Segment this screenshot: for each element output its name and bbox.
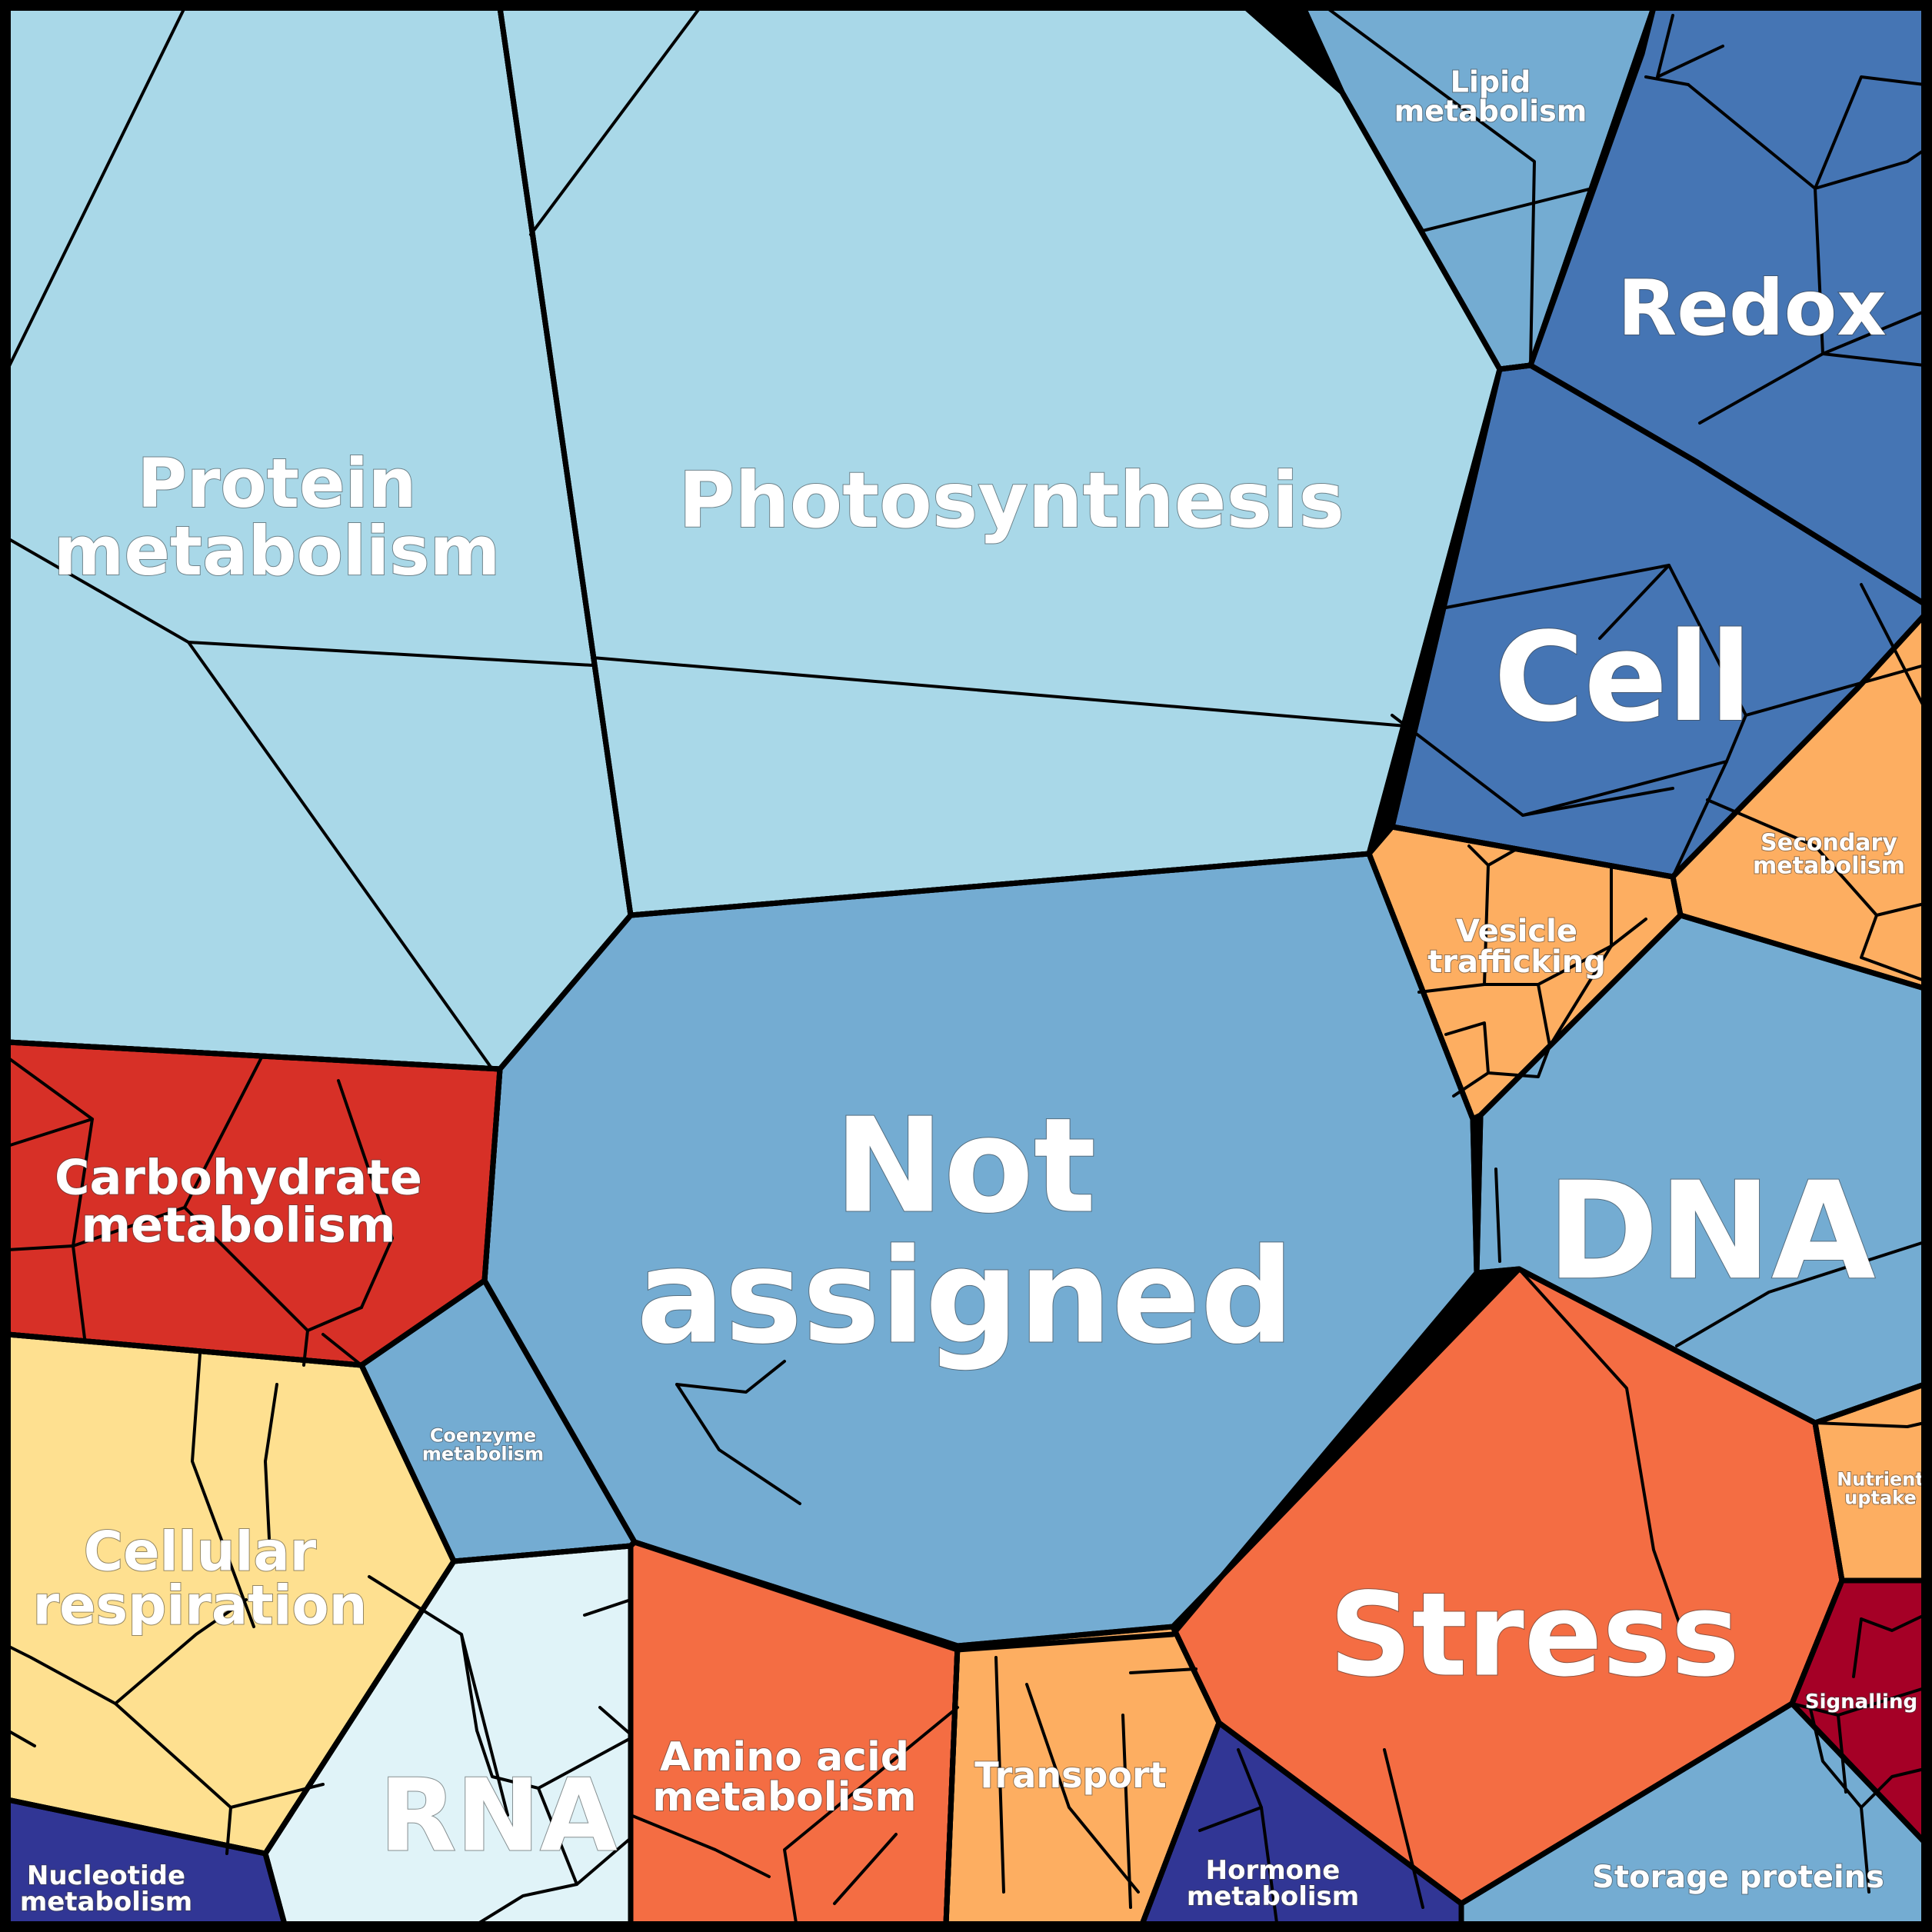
subcategory-border xyxy=(1452,1071,1490,1098)
subcategory-border xyxy=(1860,914,1926,982)
label-carbohydrate: Carbohydrate metabolism xyxy=(55,1150,422,1254)
label-redox: Redox xyxy=(1617,263,1887,353)
subcategory-border xyxy=(675,1360,786,1394)
subcategory-border xyxy=(1598,564,1671,640)
subcategory-border xyxy=(783,1706,959,1924)
label-vesicle: Vesicle trafficking xyxy=(1427,914,1606,980)
subcategory-border xyxy=(598,1706,632,1736)
subcategory-border xyxy=(72,1244,86,1340)
subcategory-border xyxy=(529,6,701,236)
subcategory-border xyxy=(337,1079,394,1309)
label-transport: Transport xyxy=(974,1754,1166,1796)
subcategory-border xyxy=(629,1814,771,1878)
subcategory-border xyxy=(675,1383,801,1505)
subcategory-border xyxy=(6,1729,36,1747)
label-amino-acid: Amino acid metabolism xyxy=(652,1734,916,1820)
label-lipid: Lipid metabolism xyxy=(1394,65,1587,128)
subcategory-border xyxy=(1237,1748,1263,1809)
subcategory-border xyxy=(1494,1168,1501,1263)
subcategory-border xyxy=(475,1729,632,1790)
subcategory-border xyxy=(187,641,494,1071)
subcategory-border xyxy=(1675,1241,1926,1347)
label-signalling: Signalling xyxy=(1805,1690,1917,1714)
subcategory-border xyxy=(1483,918,1647,986)
subcategory-border xyxy=(1444,983,1551,1078)
subcategory-border xyxy=(1517,1267,1682,1628)
label-coenzyme: Coenzyme metabolism xyxy=(422,1424,544,1464)
subcategory-border xyxy=(1814,1421,1926,1428)
label-stress: Stress xyxy=(1329,1569,1740,1703)
subcategory-border xyxy=(1656,14,1724,78)
subcategory-border xyxy=(1852,1617,1863,1678)
label-nutrient: Nutrient uptake xyxy=(1837,1468,1924,1508)
label-photosynthesis: Photosynthesis xyxy=(678,455,1344,545)
subcategory-border xyxy=(1444,564,1926,717)
label-rna: RNA xyxy=(379,1757,618,1874)
subcategory-border xyxy=(583,1598,632,1617)
subcategory-border xyxy=(1698,310,1926,425)
subcategory-border xyxy=(1383,1748,1424,1909)
category-labels: Protein metabolism Photosynthesis Lipid meta… xyxy=(19,64,1925,1918)
subcategory-border xyxy=(591,656,1417,728)
subcategory-border xyxy=(321,1333,363,1367)
label-nucleotide: Nucleotide metabolism xyxy=(20,1860,192,1917)
subcategory-border xyxy=(460,1633,509,1817)
subcategory-border xyxy=(1814,75,1926,190)
label-dna: DNA xyxy=(1547,1154,1875,1310)
subcategory-border xyxy=(1521,760,1728,817)
subcategory-border xyxy=(1121,1714,1132,1909)
subcategory-border xyxy=(1860,1614,1926,1632)
subcategory-border xyxy=(475,1787,578,1926)
subcategory-border xyxy=(6,1056,94,1121)
label-storage: Storage proteins xyxy=(1592,1860,1884,1895)
subcategory-border xyxy=(191,1352,255,1628)
subcategory-border xyxy=(1860,1806,1870,1894)
label-cellular-resp: Cellular respiration xyxy=(33,1521,368,1637)
subcategory-border xyxy=(6,6,186,371)
subcategory-border xyxy=(994,1656,1005,1894)
subcategory-border xyxy=(1325,6,1536,367)
subcategory-border xyxy=(264,1460,271,1540)
subcategory-border xyxy=(1644,75,1690,86)
subcategory-border xyxy=(575,1837,632,1886)
subcategory-border xyxy=(6,1118,94,1251)
subcategory-border xyxy=(833,1833,898,1905)
subcategory-border xyxy=(1421,187,1594,232)
category-cells xyxy=(5,5,1927,1927)
subcategory-border xyxy=(264,1383,278,1463)
label-not-assigned: Not assigned xyxy=(636,1091,1294,1374)
subcategory-border xyxy=(1548,944,1613,1048)
subcategory-border xyxy=(1025,1683,1140,1894)
label-cell: Cell xyxy=(1494,605,1752,749)
label-hormone: Hormone metabolism xyxy=(1187,1855,1359,1912)
label-protein: Protein metabolism xyxy=(54,444,501,591)
subcategory-border xyxy=(1706,798,1926,917)
label-secondary: Secondary metabolism xyxy=(1753,830,1905,880)
subcategory-border xyxy=(1687,83,1926,190)
subcategory-border xyxy=(1129,1667,1198,1674)
